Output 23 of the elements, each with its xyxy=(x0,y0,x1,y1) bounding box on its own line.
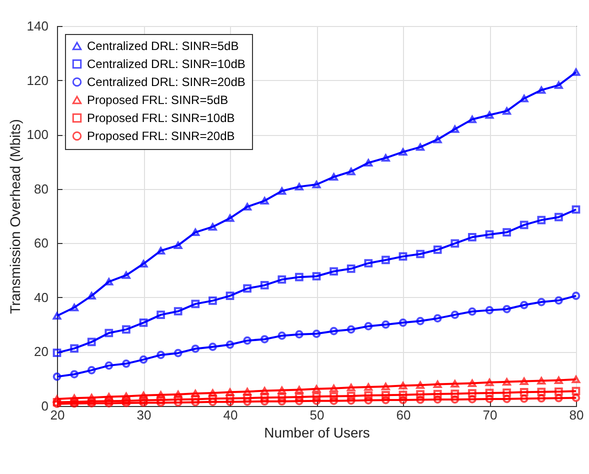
x-tick-label: 30 xyxy=(136,408,152,422)
x-tick-label: 70 xyxy=(482,408,498,422)
y-tick-label: 100 xyxy=(26,127,48,142)
legend-label: Proposed FRL: SINR=10dB xyxy=(87,111,235,125)
x-axis-title: Number of Users xyxy=(264,424,370,440)
y-tick-label: 0 xyxy=(41,398,48,414)
legend-label: Centralized DRL: SINR=5dB xyxy=(87,39,239,53)
y-tick-label: 40 xyxy=(34,290,48,305)
legend-label: Proposed FRL: SINR=20dB xyxy=(87,129,235,143)
legend-label: Proposed FRL: SINR=5dB xyxy=(87,93,228,107)
y-tick-label: 120 xyxy=(26,72,48,88)
x-tick-label: 20 xyxy=(50,408,65,422)
y-tick-label: 140 xyxy=(26,18,48,34)
x-tick-label: 40 xyxy=(223,408,238,422)
x-tick-label: 60 xyxy=(396,408,411,422)
x-tick-label: 80 xyxy=(569,408,584,422)
y-tick-label: 60 xyxy=(34,236,48,251)
legend-label: Centralized DRL: SINR=10dB xyxy=(87,57,246,71)
legend-label: Centralized DRL: SINR=20dB xyxy=(87,75,246,89)
y-axis-title: Transmission Overhead (Mbits) xyxy=(6,119,23,314)
y-tick-label: 20 xyxy=(34,344,48,360)
y-tick-label: 80 xyxy=(34,181,48,196)
x-tick-label: 50 xyxy=(310,408,324,422)
